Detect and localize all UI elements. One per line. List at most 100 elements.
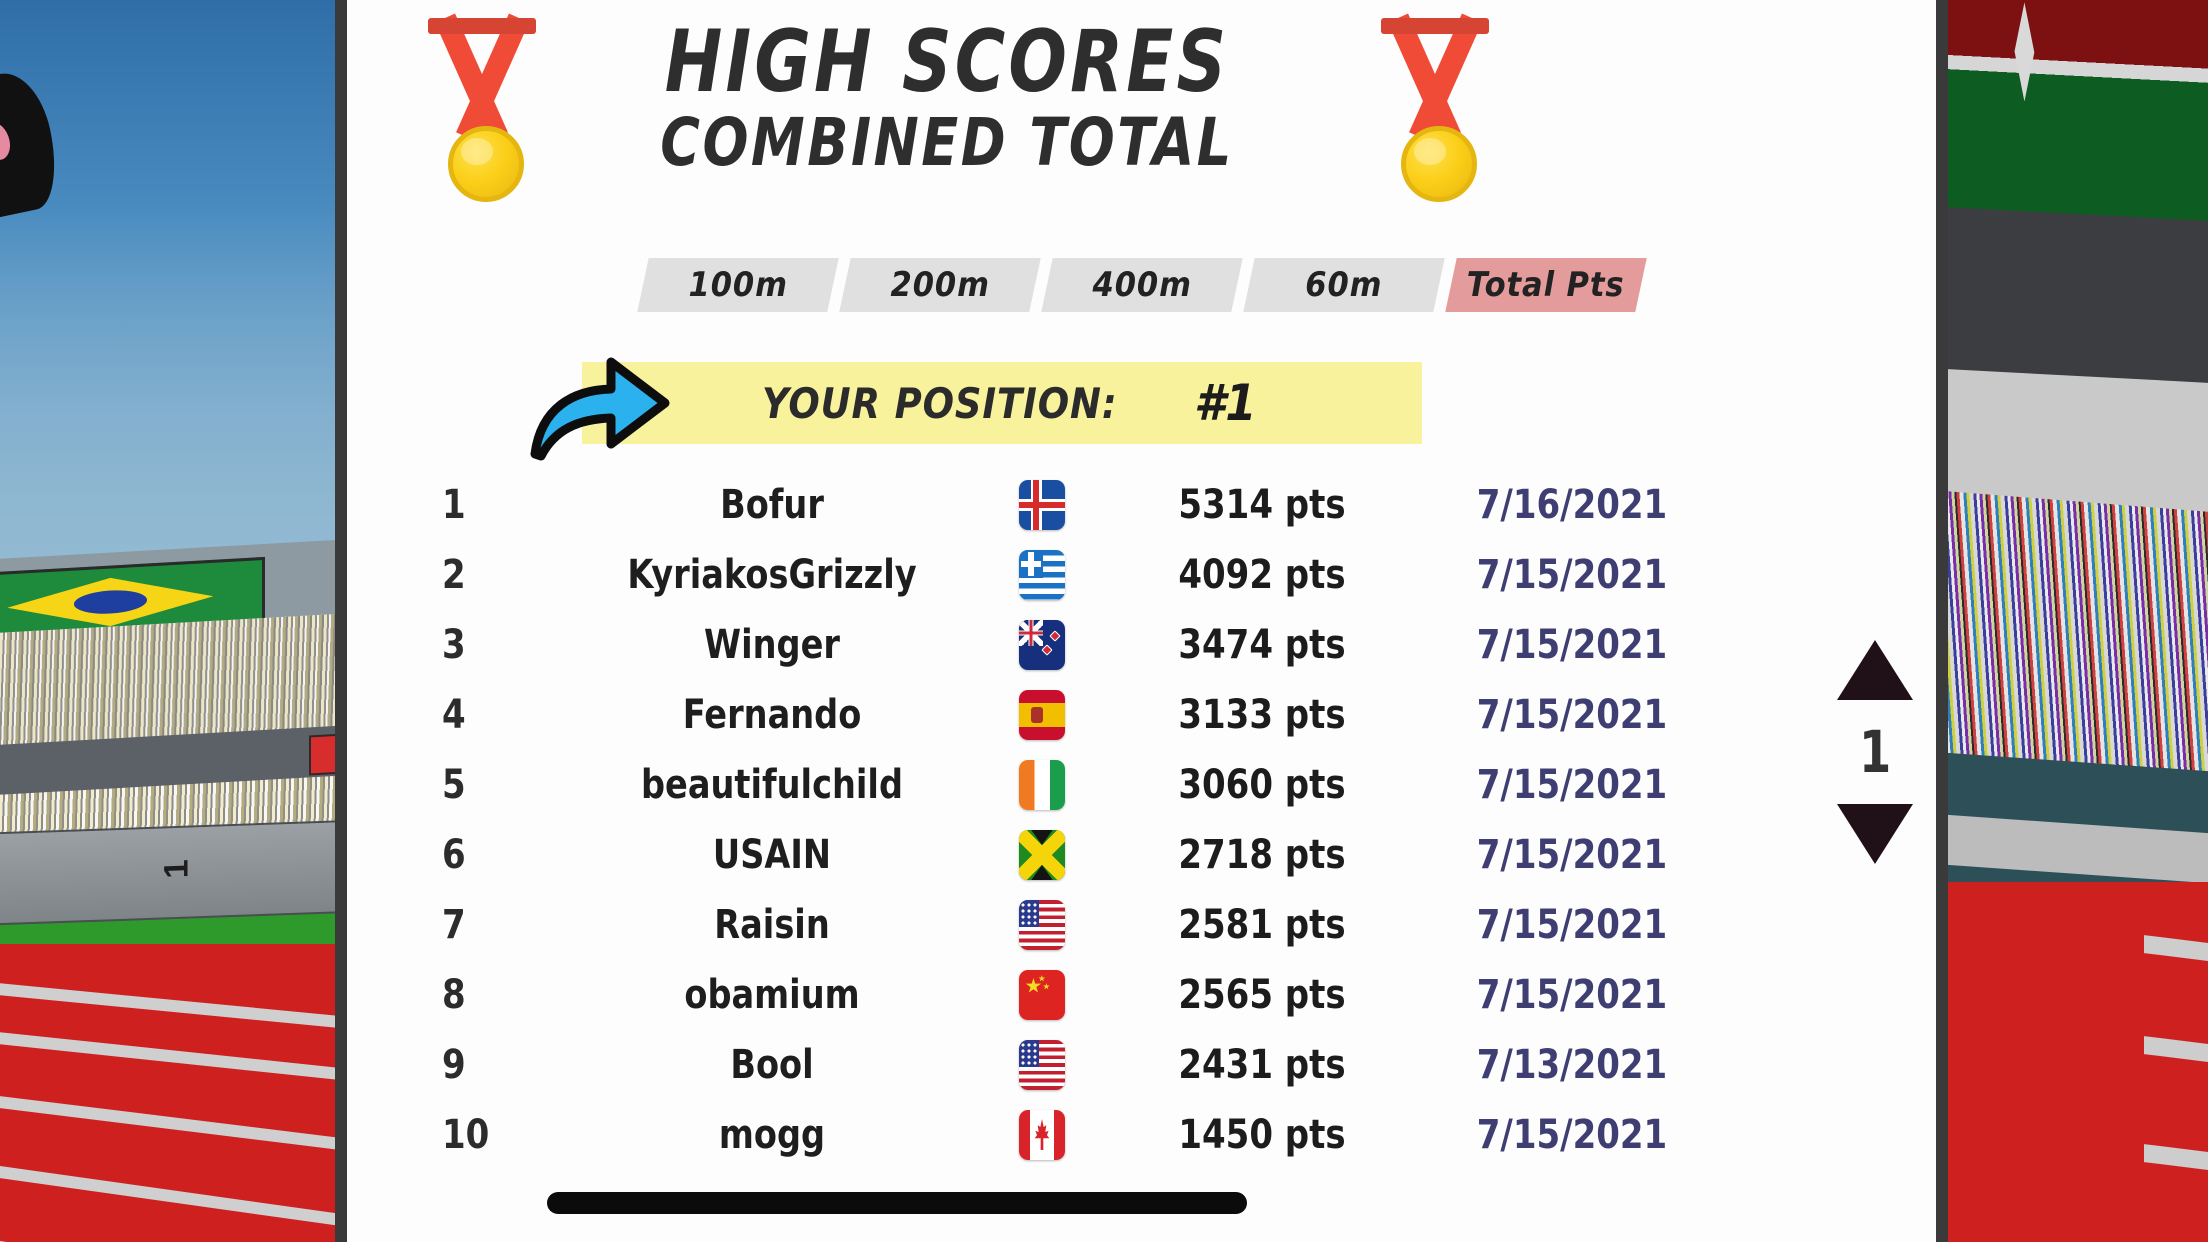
high-scores-panel: HIGH SCORES COMBINED TOTAL 100m 200m 400… — [335, 0, 1948, 1242]
triangle-down-icon[interactable] — [1837, 804, 1913, 864]
usa-flag-icon — [1019, 1040, 1065, 1090]
tab-200m[interactable]: 200m — [838, 258, 1041, 312]
tab-total-pts-label: Total Pts — [1466, 265, 1625, 305]
row-points: 1450 pts — [1178, 1112, 1346, 1158]
table-row[interactable]: 6 USAIN 2718 pts 7/15/2021 — [347, 820, 1936, 890]
row-name: Fernando — [682, 692, 862, 738]
page-subtitle: COMBINED TOTAL — [660, 103, 1234, 181]
ireland-flag-icon — [1019, 760, 1065, 810]
lane-line — [2144, 935, 2208, 962]
podium-first-number: 1 — [157, 858, 196, 880]
row-name: Bool — [730, 1042, 814, 1088]
row-flag — [982, 1040, 1102, 1090]
tab-60m[interactable]: 60m — [1242, 258, 1445, 312]
row-date: 7/15/2021 — [1476, 552, 1668, 598]
table-row[interactable]: 5 beautifulchild 3060 pts 7/15/2021 — [347, 750, 1936, 820]
title-block: HIGH SCORES COMBINED TOTAL — [547, 12, 1347, 181]
tab-100m[interactable]: 100m — [636, 258, 839, 312]
table-row[interactable]: 9 Bool 2431 pts 7/13/2021 — [347, 1030, 1936, 1100]
row-points: 2565 pts — [1178, 972, 1346, 1018]
row-rank: 5 — [442, 762, 466, 808]
tab-400m[interactable]: 400m — [1040, 258, 1243, 312]
row-points: 3474 pts — [1178, 622, 1346, 668]
row-flag — [982, 1110, 1102, 1160]
row-name: obamium — [684, 972, 860, 1018]
row-points: 3060 pts — [1178, 762, 1346, 808]
row-name: USAIN — [712, 832, 832, 878]
row-points: 3133 pts — [1178, 692, 1346, 738]
right-arrow-curved-icon — [527, 342, 677, 462]
row-flag — [982, 760, 1102, 810]
row-rank: 9 — [442, 1042, 466, 1088]
new-zealand-flag-icon — [1019, 620, 1065, 670]
row-date: 7/15/2021 — [1476, 902, 1668, 948]
row-points: 4092 pts — [1178, 552, 1346, 598]
lane-line — [2144, 1036, 2208, 1063]
usa-flag-icon — [1019, 900, 1065, 950]
row-name: Raisin — [714, 902, 830, 948]
row-date: 7/15/2021 — [1476, 832, 1668, 878]
canada-flag-icon — [1019, 1110, 1065, 1160]
tab-200m-label: 200m — [889, 265, 990, 305]
row-date: 7/15/2021 — [1476, 622, 1668, 668]
panel-header: HIGH SCORES COMBINED TOTAL — [347, 0, 1936, 255]
row-rank: 4 — [442, 692, 466, 738]
row-date: 7/16/2021 — [1476, 482, 1668, 528]
your-position-label: YOUR POSITION: — [762, 378, 1118, 428]
table-row[interactable]: 3 Winger 3474 pts 7/15/2021 — [347, 610, 1936, 680]
jamaica-flag-icon — [1019, 830, 1065, 880]
event-tab-bar: 100m 200m 400m 60m Total Pts — [347, 258, 1936, 312]
row-points: 2431 pts — [1178, 1042, 1346, 1088]
tab-60m-label: 60m — [1304, 265, 1383, 305]
row-name: Winger — [704, 622, 840, 668]
row-rank: 8 — [442, 972, 466, 1018]
table-row[interactable]: 2 KyriakosGrizzly 4092 pts 7/15/2021 — [347, 540, 1936, 610]
tab-400m-label: 400m — [1091, 265, 1192, 305]
row-date: 7/13/2021 — [1476, 1042, 1668, 1088]
lane-line — [2144, 1144, 2208, 1171]
row-rank: 10 — [442, 1112, 490, 1158]
row-points: 2718 pts — [1178, 832, 1346, 878]
row-rank: 1 — [442, 482, 466, 528]
your-position-value: #1 — [1193, 374, 1257, 432]
row-points: 2581 pts — [1178, 902, 1346, 948]
tab-100m-label: 100m — [687, 265, 788, 305]
table-row[interactable]: 10 mogg 1450 pts 7/15/2021 — [347, 1100, 1936, 1170]
page-navigation: 1 — [1815, 640, 1935, 864]
row-rank: 6 — [442, 832, 466, 878]
row-rank: 7 — [442, 902, 466, 948]
row-date: 7/15/2021 — [1476, 1112, 1668, 1158]
triangle-up-icon[interactable] — [1837, 640, 1913, 700]
row-date: 7/15/2021 — [1476, 692, 1668, 738]
gold-medal-icon — [1375, 13, 1495, 218]
row-date: 7/15/2021 — [1476, 762, 1668, 808]
horizontal-scrollbar[interactable] — [547, 1192, 1247, 1214]
table-row[interactable]: 7 Raisin 2581 pts 7/15/2021 — [347, 890, 1936, 960]
page-number: 1 — [1858, 718, 1892, 786]
row-rank: 3 — [442, 622, 466, 668]
row-name: KyriakosGrizzly — [627, 552, 917, 598]
greece-flag-icon — [1019, 550, 1065, 600]
row-name: mogg — [718, 1112, 826, 1158]
table-row[interactable]: 4 Fernando 3133 pts 7/15/2021 — [347, 680, 1936, 750]
row-flag — [982, 690, 1102, 740]
leaderboard-table: 1 Bofur 5314 pts 7/16/2021 2 KyriakosGri… — [347, 470, 1936, 1170]
table-row[interactable]: 8 obamium 2565 pts 7/15/2021 — [347, 960, 1936, 1030]
iceland-flag-icon — [1019, 480, 1065, 530]
row-flag — [982, 550, 1102, 600]
row-flag — [982, 970, 1102, 1020]
your-position-banner: YOUR POSITION: #1 — [530, 357, 1422, 461]
table-row[interactable]: 1 Bofur 5314 pts 7/16/2021 — [347, 470, 1936, 540]
row-flag — [982, 620, 1102, 670]
row-points: 5314 pts — [1178, 482, 1346, 528]
tab-total-pts[interactable]: Total Pts — [1444, 258, 1647, 312]
row-date: 7/15/2021 — [1476, 972, 1668, 1018]
row-rank: 2 — [442, 552, 466, 598]
china-flag-icon — [1019, 970, 1065, 1020]
row-name: beautifulchild — [640, 762, 904, 808]
page-title: HIGH SCORES — [664, 12, 1230, 112]
gold-medal-icon — [422, 13, 542, 218]
spain-flag-icon — [1019, 690, 1065, 740]
row-flag — [982, 830, 1102, 880]
row-flag — [982, 480, 1102, 530]
